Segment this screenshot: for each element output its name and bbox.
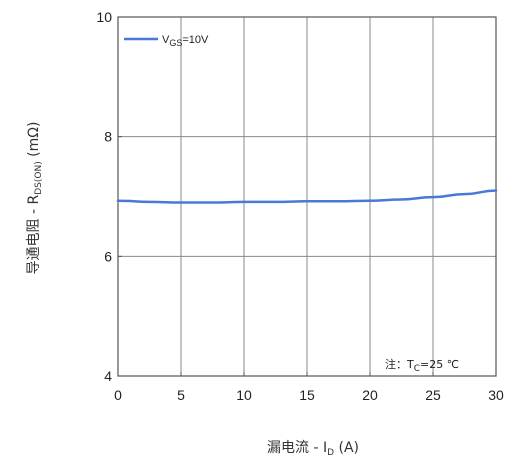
legend: VGS=10V [124, 34, 209, 48]
x-axis-label-main: 漏电流 - I [267, 440, 327, 456]
note-main: T [406, 358, 414, 371]
y-axis-label-main: 导通电阻 - R [26, 194, 42, 274]
y-axis-label-sub: DS(ON) [34, 161, 44, 194]
legend-label-rest: =10V [182, 34, 209, 46]
series-line-vgs-10v [116, 189, 498, 204]
y-tick-label: 6 [104, 248, 112, 264]
series-lines [116, 189, 498, 204]
y-axis-label-unit: (mΩ) [26, 122, 42, 162]
plot-frame [117, 16, 497, 377]
y-tick-labels: 4 6 8 10 [96, 9, 112, 384]
x-tick-label: 20 [362, 387, 378, 403]
x-tick-label: 10 [236, 387, 252, 403]
x-tick-label: 0 [114, 387, 122, 403]
x-axis-label-unit: (A) [334, 440, 359, 456]
note: 注：TC=25 ℃ [385, 357, 459, 374]
y-tick-label: 8 [104, 129, 112, 145]
legend-label-sub: GS [169, 38, 182, 48]
note-prefix: 注： [385, 357, 407, 371]
x-axis-label-sub: D [327, 448, 334, 458]
x-tick-labels: 0 5 10 15 20 25 30 [114, 387, 504, 403]
note-rest: =25 ℃ [420, 358, 459, 371]
legend-label-main: V [162, 34, 170, 46]
y-tick-label: 4 [104, 368, 112, 384]
x-tick-label: 25 [425, 387, 441, 403]
note-sub: C [414, 364, 420, 374]
y-axis-label: 导通电阻 - RDS(ON) (mΩ) [26, 122, 44, 275]
x-tick-label: 15 [299, 387, 315, 403]
x-tick-label: 5 [177, 387, 185, 403]
y-tick-label: 10 [96, 9, 112, 25]
x-tick-label: 30 [488, 387, 504, 403]
x-axis-label: 漏电流 - ID (A) [267, 440, 359, 458]
legend-label: VGS=10V [162, 34, 209, 48]
